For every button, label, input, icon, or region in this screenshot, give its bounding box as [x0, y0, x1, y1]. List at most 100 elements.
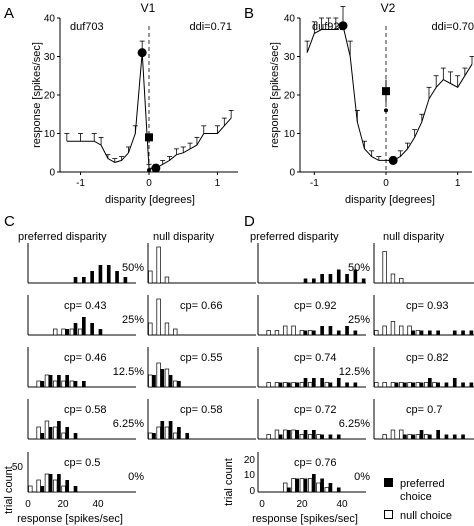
highlight-dot-A-1	[151, 163, 161, 173]
cp-label: cp= 0.58	[64, 404, 107, 416]
bar-preferred	[336, 487, 341, 492]
bar-null	[390, 429, 396, 440]
bar-preferred	[160, 369, 165, 387]
bar-preferred	[336, 269, 341, 283]
bar-preferred	[278, 434, 283, 439]
bar-preferred	[303, 278, 308, 283]
bar-preferred	[82, 317, 86, 335]
pct-label-D-row2: 12.5%	[339, 366, 370, 378]
bar-preferred	[428, 434, 432, 439]
bar-null	[399, 382, 404, 388]
bar-preferred	[303, 430, 308, 439]
bar-preferred	[419, 382, 424, 387]
panel-letter-d: D	[244, 213, 255, 230]
cp-label: cp= 0.58	[180, 404, 223, 416]
bar-null	[173, 380, 178, 388]
bar-null	[148, 374, 153, 388]
bar-preferred	[82, 381, 86, 387]
bar-preferred	[336, 378, 341, 387]
bar-preferred	[303, 330, 308, 335]
bar-null	[156, 246, 161, 284]
bar-preferred	[419, 330, 424, 335]
x-tick-label-A--1: -1	[76, 178, 85, 189]
highlight-dot-A-0	[137, 48, 147, 58]
bar-preferred	[452, 378, 457, 387]
histogram-D-left-row4: cp= 0.76	[257, 452, 366, 493]
bar-null	[148, 322, 153, 336]
histogram-D-left-row2: cp= 0.74	[257, 347, 366, 388]
x-axis-label-v1: disparity [degrees]	[105, 194, 195, 206]
cp-label: cp= 0.93	[406, 300, 449, 312]
bar-preferred	[345, 382, 349, 387]
bar-null	[77, 328, 83, 336]
ddi-v2: ddi=0.70	[431, 21, 474, 33]
cp-label: cp= 0.82	[406, 352, 449, 364]
y-tick-label-A-40: 40	[44, 14, 56, 25]
bar-preferred	[320, 434, 324, 439]
bar-preferred	[287, 382, 291, 387]
y-tick-label-B-10: 10	[284, 129, 296, 140]
bar-preferred	[40, 433, 45, 439]
pct-label-C-row4: 0%	[128, 471, 144, 483]
bar-preferred	[185, 433, 190, 439]
bar-null	[61, 432, 66, 440]
bar-preferred	[345, 274, 349, 283]
bar-null	[44, 374, 50, 388]
hist-ytick-c: 50	[12, 462, 24, 473]
bar-null	[164, 368, 170, 388]
bar-preferred	[452, 330, 457, 335]
histogram-C-left-row2: cp= 0.46	[27, 347, 136, 388]
bar-null	[44, 473, 50, 493]
bar-preferred	[40, 486, 45, 492]
bar-preferred	[452, 434, 457, 439]
y-tick-label-B-40: 40	[284, 14, 296, 25]
bar-null	[382, 325, 387, 336]
bar-null	[399, 278, 404, 284]
bar-null	[407, 325, 412, 336]
bar-preferred	[287, 487, 291, 492]
bar-null	[283, 325, 288, 336]
bar-null	[291, 382, 296, 388]
bar-preferred	[295, 478, 300, 492]
legend-swatch-null	[384, 510, 393, 519]
pct-label-C-row3: 6.25%	[113, 418, 144, 430]
tuning-curve-v1: V1 duf703 ddi=0.71 response [spikes/sec]…	[31, 1, 238, 206]
bar-null	[266, 382, 271, 388]
bar-null	[291, 429, 296, 440]
y-tick-label-A-10: 10	[44, 129, 56, 140]
pct-label-D-row1: 25%	[348, 314, 370, 326]
legend-swatch-preferred	[384, 478, 393, 487]
bar-preferred	[295, 382, 300, 387]
bar-null	[382, 382, 387, 388]
histogram-C-left-row4: cp= 0.5	[27, 452, 136, 493]
legend-label-preferred-1: preferred	[400, 478, 445, 490]
bar-null	[53, 426, 58, 440]
bar-null	[415, 382, 421, 388]
bar-preferred	[65, 375, 70, 387]
chart-title-v2: V2	[381, 1, 396, 15]
bar-preferred	[336, 434, 341, 439]
bar-null	[156, 298, 161, 336]
bar-preferred	[73, 486, 78, 492]
x-tick-label-B-1: 1	[455, 178, 461, 189]
cp-label: cp= 0.66	[180, 300, 223, 312]
bar-null	[36, 380, 41, 388]
panel-letter-b: B	[244, 5, 254, 22]
bar-preferred	[73, 277, 78, 283]
bar-preferred	[82, 277, 86, 283]
y-tick-label-B-20: 20	[284, 91, 296, 102]
mean-square-A	[145, 133, 153, 142]
bar-null	[44, 420, 50, 440]
histogram-D-left-row0	[257, 243, 366, 284]
bar-null	[173, 328, 178, 336]
bar-preferred	[278, 382, 283, 387]
highlight-dot-B-0	[338, 21, 348, 31]
bar-preferred	[320, 274, 324, 283]
pct-label-D-row0: 50%	[348, 262, 370, 274]
bar-preferred	[312, 474, 316, 492]
bar-preferred	[73, 381, 78, 387]
bar-null	[316, 482, 321, 493]
bar-preferred	[303, 378, 308, 387]
bar-preferred	[436, 382, 440, 387]
